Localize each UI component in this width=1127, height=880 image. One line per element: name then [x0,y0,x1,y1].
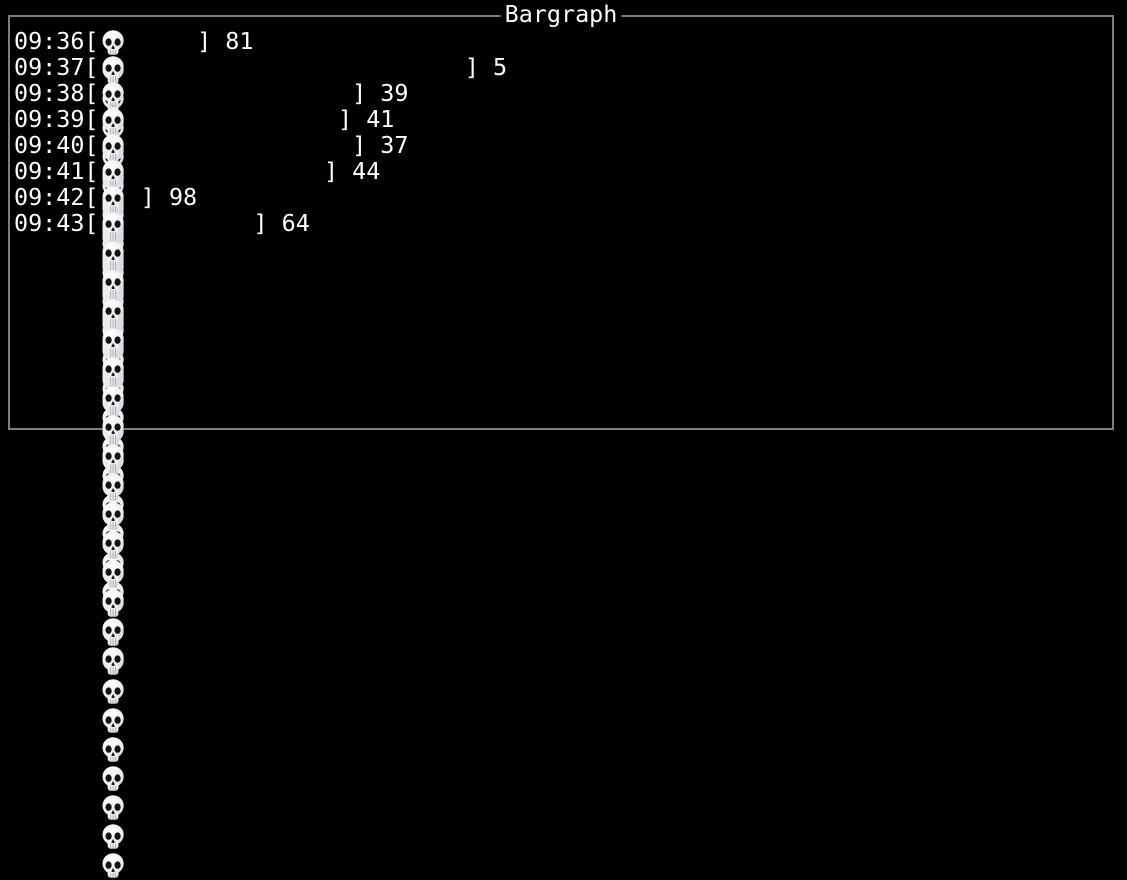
skull-icon [99,852,127,880]
skull-icon [99,559,127,587]
skull-icon [99,765,127,793]
skull-icon [99,385,127,413]
bar-value: 37 [380,131,409,159]
time-label: 09:38 [14,79,85,107]
open-bracket: [ [84,27,99,55]
bar-row: 09:42[] 98 [14,184,507,210]
bar-padding [127,28,197,54]
open-bracket: [ [84,209,99,237]
bar-value: 39 [380,79,409,107]
skull-icon [99,298,127,326]
bar-value: 41 [366,105,395,133]
bar-padding [127,184,141,210]
skull-icon [99,646,127,674]
skull-icon [99,823,127,851]
bar-padding [127,132,352,158]
skull-icon [99,327,127,355]
close-bracket: ] [352,131,367,159]
time-label: 09:39 [14,105,85,133]
skull-icon [99,133,127,161]
bar-symbols [99,54,127,83]
skull-icon [99,443,127,471]
close-bracket: ] [464,53,479,81]
open-bracket: [ [84,157,99,185]
bar-padding [127,54,465,80]
time-label: 09:42 [14,183,85,211]
close-bracket: ] [352,79,367,107]
bar-padding [127,158,324,184]
skull-icon [99,29,127,57]
terminal-screen: { "window": { "background_color": "#0000… [8,1,1114,445]
bar-row: 09:37[] 5 [14,54,507,80]
bar-value: 44 [352,157,381,185]
bar-value: 98 [168,183,198,211]
time-label: 09:40 [14,131,85,159]
open-bracket: [ [84,105,99,133]
time-label: 09:41 [14,157,85,185]
bar-value: 5 [493,53,508,81]
open-bracket: [ [84,53,99,81]
bar-padding [127,210,254,236]
close-bracket: ] [140,183,155,211]
bargraph: 09:36[] 81 09:37[] 5 09:38[] 39 09:39[] 41 09:40… [14,28,507,236]
bar-value: 81 [225,27,254,55]
skull-icon [99,211,127,239]
open-bracket: [ [84,79,99,107]
open-bracket: [ [84,183,99,211]
close-bracket: ] [323,157,339,185]
time-label: 09:43 [14,209,85,237]
skull-icon [99,81,127,109]
close-bracket: ] [253,209,268,237]
skull-icon [99,55,127,83]
time-label: 09:37 [14,53,85,81]
skull-icon [99,736,127,764]
skull-icon [99,617,127,645]
skull-icon [99,530,127,558]
close-bracket: ] [197,27,212,55]
bar-value: 64 [281,209,310,237]
bar-row: 09:39[] 41 [14,106,507,132]
skull-icon [99,159,127,187]
time-label: 09:36 [14,27,85,55]
bar-padding [127,80,352,106]
bar-row: 09:36[] 81 [14,28,507,54]
skull-icon [99,107,127,135]
skull-icon [99,678,127,706]
open-bracket: [ [84,131,99,159]
close-bracket: ] [338,105,353,133]
bar-row: 09:38[] 39 [14,80,507,106]
bar-padding [127,106,338,132]
skull-icon [99,472,127,500]
skull-icon [99,414,127,442]
skull-icon [99,356,127,384]
skull-icon [99,269,127,297]
bar-row: 09:41[] 44 [14,158,507,184]
skull-icon [99,501,127,529]
chart-title: Bargraph [500,1,622,27]
skull-icon [99,588,127,616]
bar-row: 09:40[] 37 [14,132,507,158]
skull-icon [99,185,127,213]
skull-icon [99,240,127,268]
bar-symbols [99,210,127,674]
bar-row: 09:43[] 64 [14,210,507,236]
skull-icon [99,794,127,822]
skull-icon [99,707,127,735]
